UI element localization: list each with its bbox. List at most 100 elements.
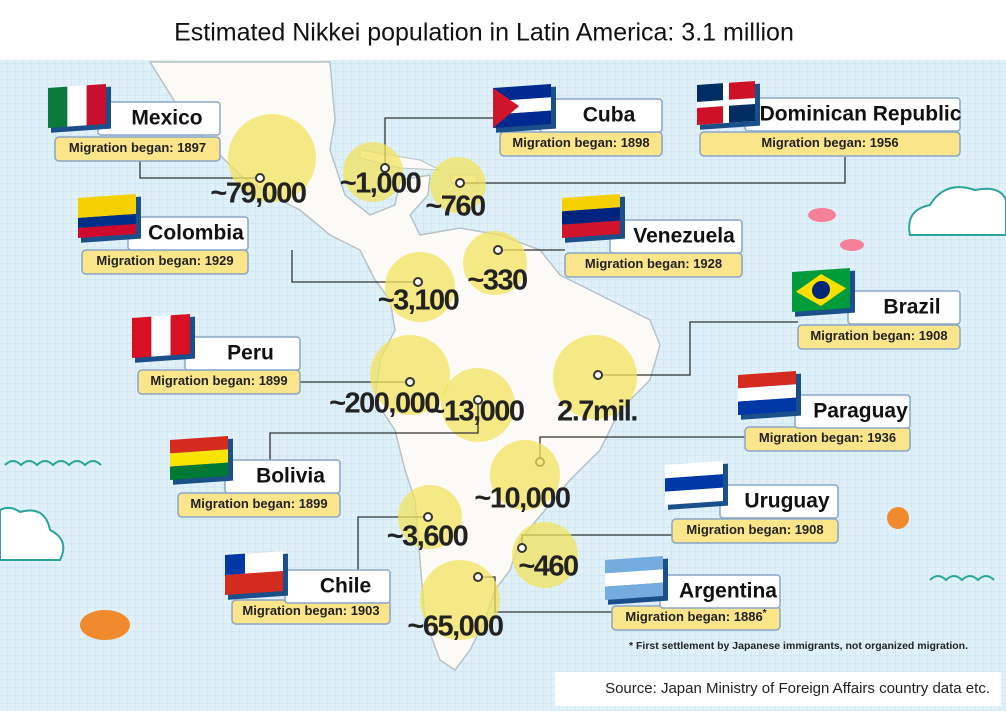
flag-stripe — [78, 193, 136, 218]
population-label: ~460 — [518, 551, 578, 583]
flag — [792, 267, 855, 317]
location-marker — [423, 512, 433, 522]
note-mark: * — [763, 608, 767, 619]
flag-stripe — [738, 384, 796, 402]
flag-stripe — [562, 220, 620, 238]
flag-stripe — [605, 569, 663, 587]
footnote: * First settlement by Japanese immigrant… — [629, 640, 968, 652]
flag-stripe — [78, 223, 136, 238]
location-marker — [593, 370, 603, 380]
flag — [738, 370, 801, 420]
flag — [132, 313, 195, 363]
flag-stripe — [738, 370, 796, 389]
location-marker — [255, 173, 265, 183]
flag — [665, 460, 728, 510]
migration-year: Migration began: 1886 — [625, 609, 762, 624]
flag-stripe — [605, 555, 663, 574]
location-marker — [473, 395, 483, 405]
leader-line — [291, 250, 418, 283]
migration-year: Migration began: 1899 — [190, 496, 327, 511]
migration-year: Migration began: 1898 — [512, 135, 649, 150]
source-box — [555, 672, 1001, 706]
migration-year: Migration began: 1903 — [242, 603, 379, 618]
flag-stripe — [665, 460, 723, 479]
whale — [80, 610, 130, 640]
leader-line — [598, 321, 798, 376]
country-name: Cuba — [583, 104, 636, 127]
migration-text: Migration began: 1936 — [759, 430, 896, 445]
octopus — [887, 507, 909, 529]
migration-bar — [54, 136, 221, 162]
country-name: Brazil — [883, 296, 940, 319]
country-name: Colombia — [148, 222, 244, 245]
country-name: Argentina — [679, 580, 777, 603]
population-label: ~330 — [467, 265, 527, 297]
flag — [493, 83, 556, 133]
flag-quarter — [697, 106, 723, 125]
migration-text: Migration began: 1908 — [686, 522, 823, 537]
flag-stripe — [78, 213, 136, 228]
country-name: Paraguay — [813, 400, 908, 423]
migration-year: Migration began: 1936 — [759, 430, 896, 445]
migration-bar — [671, 518, 839, 544]
flag — [562, 193, 625, 243]
migration-bar — [699, 131, 961, 157]
flag-stripe — [151, 315, 171, 357]
location-marker — [473, 572, 483, 582]
flag-stripe — [86, 83, 107, 126]
flag-stripe — [132, 316, 152, 358]
migration-text: Migration began: 1899 — [190, 496, 327, 511]
population-label: ~1,000 — [340, 168, 421, 200]
location-marker — [455, 178, 465, 188]
population-circle — [385, 252, 455, 322]
flag — [48, 83, 111, 133]
country-name: Chile — [320, 575, 371, 598]
location-marker — [493, 245, 503, 255]
flag-triangle — [493, 88, 520, 128]
flag — [170, 435, 233, 485]
flag-quarter — [697, 83, 723, 102]
flag-stripe — [493, 83, 551, 102]
flag — [605, 555, 668, 605]
flag-quarter — [729, 103, 755, 123]
source: Source: Japan Ministry of Foreign Affair… — [605, 680, 990, 697]
population-circle — [490, 440, 560, 510]
migration-year: Migration began: 1956 — [761, 135, 898, 150]
migration-year: Migration began: 1928 — [585, 256, 722, 271]
location-marker — [517, 543, 527, 553]
migration-year: Migration began: 1908 — [810, 328, 947, 343]
country-name: Uruguay — [744, 490, 830, 513]
population-circle — [343, 142, 403, 202]
wave — [4, 460, 102, 467]
migration-text: Migration began: 1897 — [69, 140, 206, 155]
flag-canton — [225, 553, 245, 575]
location-marker — [413, 277, 423, 287]
flag-stripe — [170, 462, 228, 480]
flag-stripe — [605, 582, 663, 600]
location-marker — [405, 377, 415, 387]
migration-year: Migration began: 1908 — [686, 522, 823, 537]
population-circle — [228, 114, 316, 202]
flag-quarter — [729, 80, 755, 100]
country-name: Mexico — [131, 107, 202, 130]
population-label: ~65,000 — [407, 611, 503, 643]
population-label: ~3,100 — [378, 285, 459, 317]
migration-text: Migration began: 1903 — [242, 603, 379, 618]
leader-line — [139, 160, 260, 179]
flag-stripe — [665, 474, 723, 492]
migration-text: Migration began: 1956 — [761, 135, 898, 150]
migration-year: Migration began: 1899 — [150, 373, 287, 388]
population-circle — [463, 231, 527, 295]
migration-text: Migration began: 1928 — [585, 256, 722, 271]
migration-year: Migration began: 1897 — [69, 140, 206, 155]
flag-stripe — [170, 313, 191, 356]
country-name: Venezuela — [633, 225, 735, 248]
country-name: Bolivia — [256, 465, 325, 488]
migration-text: Migration began: 1898 — [512, 135, 649, 150]
leader-line — [460, 157, 846, 184]
population-label: 2.7mil. — [557, 396, 637, 428]
flag-stripe — [170, 435, 228, 454]
cloud — [0, 506, 65, 561]
